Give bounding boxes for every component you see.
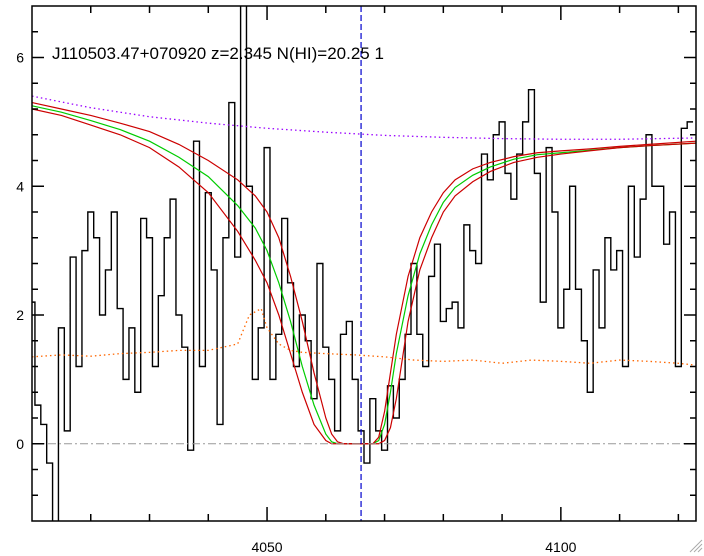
chart-title: J110503.47+070920 z=2.345 N(HI)=20.25 1: [52, 44, 384, 63]
y-tick-label: 6: [16, 50, 24, 66]
x-tick-label: 4100: [545, 539, 576, 555]
series-layer: [32, 6, 696, 521]
x-tick-label: 4050: [251, 539, 282, 555]
fit-upper-bound-line: [32, 101, 696, 445]
resize-grip-icon[interactable]: [689, 539, 703, 553]
continuum-line: [32, 95, 696, 140]
spectrum-flux-line: [32, 6, 694, 521]
y-tick-label: 0: [16, 436, 24, 452]
axis-ticks: 0 2 4 6 4050 4100: [16, 6, 696, 555]
y-tick-label: 2: [16, 307, 24, 323]
fit-lower-bound-line: [32, 108, 696, 445]
y-tick-label: 4: [16, 178, 24, 194]
error-spectrum-line: [32, 307, 696, 366]
reference-lines: [32, 6, 696, 521]
voigt-fit-line: [32, 105, 696, 445]
